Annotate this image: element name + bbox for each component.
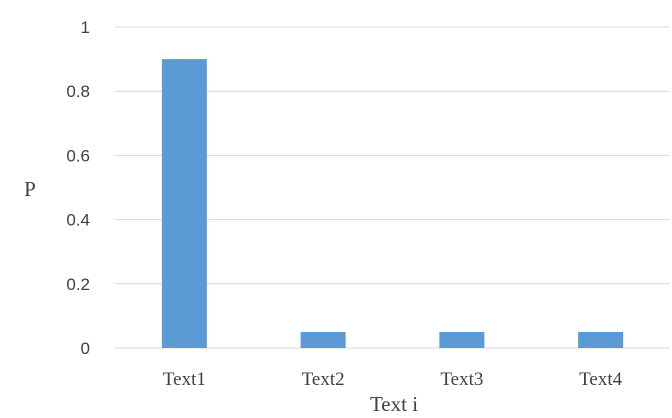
y-tick-label: 0.8 bbox=[66, 82, 90, 101]
y-tick-label: 0 bbox=[81, 339, 90, 358]
y-tick-label: 0.6 bbox=[66, 146, 90, 165]
y-tick-label: 1 bbox=[81, 18, 90, 37]
x-tick-label: Text3 bbox=[440, 369, 483, 390]
x-tick-label: Text1 bbox=[163, 369, 206, 390]
bar-text2 bbox=[300, 331, 346, 348]
y-axis-title: P bbox=[24, 177, 36, 201]
bar-text1 bbox=[161, 59, 207, 348]
y-tick-label: 0.4 bbox=[66, 211, 90, 230]
y-tick-label: 0.2 bbox=[66, 275, 90, 294]
x-tick-label: Text4 bbox=[579, 369, 622, 390]
bar-text3 bbox=[439, 331, 485, 348]
bar-text4 bbox=[578, 331, 624, 348]
x-axis-title: Text i bbox=[370, 392, 418, 416]
x-tick-label: Text2 bbox=[302, 369, 345, 390]
gridlines bbox=[115, 26, 670, 349]
x-tick-labels: Text1 Text2 Text3 Text4 bbox=[163, 369, 623, 390]
bars bbox=[161, 59, 624, 348]
y-tick-labels: 0 0.2 0.4 0.6 0.8 1 bbox=[66, 18, 90, 358]
